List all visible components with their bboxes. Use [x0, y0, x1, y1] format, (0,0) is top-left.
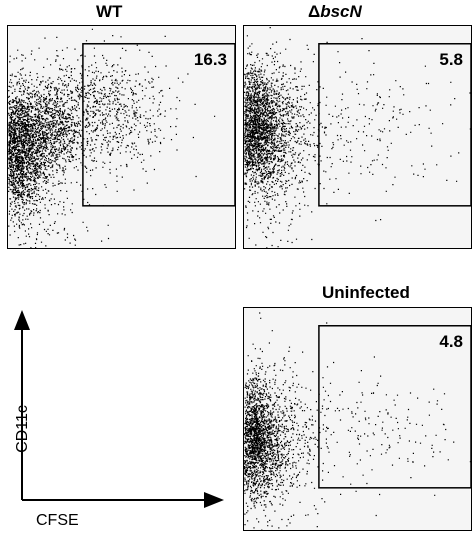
plot-frame	[243, 25, 472, 249]
y-axis-arrow-head	[14, 310, 30, 330]
plot-wt: 16.3	[7, 25, 236, 249]
panel-title-wt: WT	[96, 2, 123, 21]
panel-title-bscn: ΔbscN	[308, 2, 362, 22]
x-axis-label: CFSE	[36, 512, 79, 529]
plot-frame	[7, 25, 236, 249]
plot-frame	[243, 307, 472, 531]
gate-rectangle	[318, 325, 472, 489]
gate-percentage: 4.8	[439, 332, 463, 351]
delta-symbol: Δ	[308, 2, 321, 21]
x-axis-arrow-head	[204, 492, 224, 508]
y-axis-label: CD11c	[13, 405, 31, 453]
panel-title-bscn-italic: bscN	[320, 2, 362, 21]
plot-wt-svg: 16.3	[7, 25, 236, 249]
gate-percentage: 5.8	[439, 50, 463, 69]
gate-rectangle	[82, 43, 236, 207]
gate-percentage: 16.3	[194, 50, 227, 69]
gate-rectangle	[318, 43, 472, 207]
event-dots	[8, 28, 216, 249]
plot-uninfected-svg: 4.8	[243, 307, 472, 531]
panel-title-uninfected: Uninfected	[322, 283, 410, 302]
plot-bscn-svg: 5.8	[243, 25, 472, 249]
plot-uninfected: 4.8	[243, 307, 472, 531]
plot-bscn: 5.8	[243, 25, 472, 249]
